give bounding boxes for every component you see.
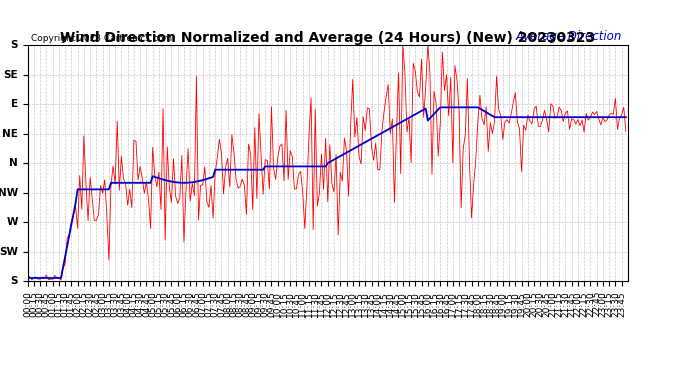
Text: Average Direction: Average Direction <box>515 30 622 43</box>
Text: Copyright 2023 Cartronics.com: Copyright 2023 Cartronics.com <box>30 34 172 43</box>
Title: Wind Direction Normalized and Average (24 Hours) (New) 20230323: Wind Direction Normalized and Average (2… <box>60 31 595 45</box>
